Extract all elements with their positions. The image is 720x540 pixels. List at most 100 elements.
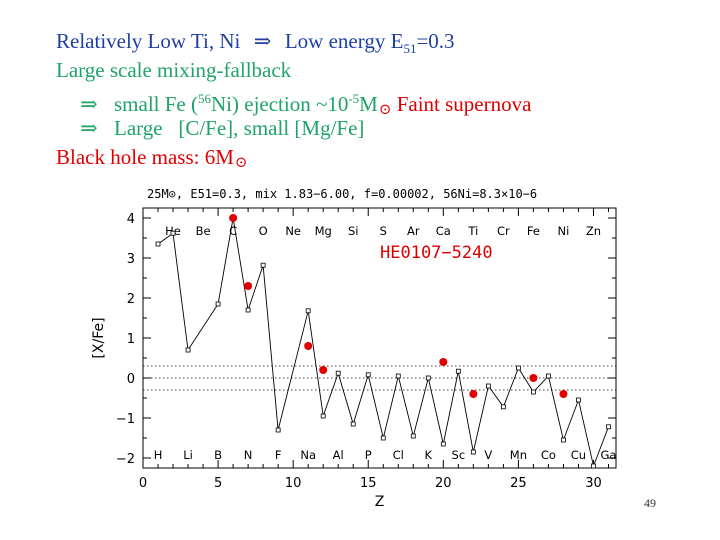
model-point <box>395 373 401 379</box>
sun-symbol-icon: ⊙ <box>234 155 248 171</box>
model-point <box>455 368 461 374</box>
element-label-bottom: V <box>484 448 492 462</box>
y-tick-label: 1 <box>127 332 135 347</box>
model-point <box>170 230 176 236</box>
star-name-annotation: HE0107−5240 <box>380 243 493 263</box>
element-label-bottom: Mn <box>510 448 527 462</box>
y-tick-label: 4 <box>127 212 135 227</box>
y-tick-label: −2 <box>116 452 135 467</box>
model-point <box>561 437 566 443</box>
model-point <box>470 449 476 455</box>
element-label-top: Be <box>196 224 211 238</box>
element-label-top: Zn <box>586 224 601 238</box>
x-tick-label: 15 <box>360 476 377 491</box>
element-label-bottom: N <box>244 448 253 462</box>
element-label-bottom: Ga <box>601 448 617 462</box>
text-low-ti-ni: Relatively Low Ti, Ni <box>56 29 241 53</box>
element-label-bottom: Cl <box>393 448 404 462</box>
text-energy-value: =0.3 <box>416 29 455 53</box>
element-label-bottom: Li <box>183 448 193 462</box>
text-small-fe: small Fe ( <box>114 92 198 116</box>
element-label-top: Ne <box>285 224 301 238</box>
model-point <box>531 389 536 395</box>
element-label-top: Ni <box>558 224 570 238</box>
model-point <box>425 375 431 381</box>
element-label-top: Ti <box>467 224 478 238</box>
element-label-top: Ar <box>407 224 420 238</box>
model-point <box>576 397 581 403</box>
text-mixing-fallback: Large scale mixing-fallback <box>56 58 292 82</box>
model-point <box>440 441 446 447</box>
model-point <box>320 413 326 419</box>
y-tick-label: −1 <box>116 412 135 427</box>
element-label-top: C <box>229 224 237 238</box>
model-point <box>335 370 341 376</box>
model-point <box>185 347 191 353</box>
model-point <box>515 365 521 371</box>
y-tick-label: 3 <box>127 252 135 267</box>
y-axis-label: [X/Fe] <box>91 317 107 358</box>
text-ni-ejection: Ni) ejection ~10 <box>211 92 349 116</box>
observed-point <box>529 374 538 382</box>
x-tick-label: 10 <box>285 476 302 491</box>
line-black-hole-mass: Black hole mass: 6M⊙ <box>56 144 247 176</box>
element-label-bottom: Sc <box>452 448 466 462</box>
model-point <box>305 308 311 314</box>
element-label-top: Si <box>348 224 359 238</box>
element-label-top: O <box>259 224 268 238</box>
chart-title: 25M⊙, E51=0.3, mix 1.83−6.00, f=0.00002,… <box>147 187 537 201</box>
model-point <box>546 373 551 379</box>
observed-point <box>304 342 313 350</box>
model-point <box>245 307 251 313</box>
model-point <box>591 463 596 469</box>
model-point <box>275 427 281 433</box>
observed-point <box>469 390 478 398</box>
observed-point <box>229 214 238 222</box>
text-faint-supernova: Faint supernova <box>396 92 532 116</box>
element-label-top: S <box>380 224 387 238</box>
arrow-icon: ⇒ <box>253 29 272 53</box>
x-tick-label: 5 <box>214 476 222 491</box>
observed-point <box>244 282 253 290</box>
model-point <box>365 372 371 378</box>
element-label-bottom: K <box>425 448 433 462</box>
element-label-top: Mg <box>315 224 332 238</box>
arrow-icon: ⇒ <box>80 92 98 116</box>
line-energy: Relatively Low Ti, Ni ⇒ Low energy E51=0… <box>56 28 455 62</box>
model-point <box>260 262 266 268</box>
page-number: 49 <box>644 496 656 510</box>
element-label-bottom: Na <box>300 448 316 462</box>
text-exponent: -5 <box>348 91 360 106</box>
model-point <box>500 404 506 410</box>
model-point <box>155 241 161 247</box>
line-mixing-fallback: Large scale mixing-fallback <box>56 57 291 83</box>
element-label-bottom: Al <box>333 448 344 462</box>
text-low-energy: Low energy E <box>284 29 404 53</box>
model-point <box>410 433 416 439</box>
text-large-c-fe: Large [C/Fe], small [Mg/Fe] <box>114 116 365 140</box>
element-label-bottom: P <box>365 448 372 462</box>
observed-point <box>559 390 568 398</box>
model-point <box>485 383 491 389</box>
text-msun: M <box>359 92 378 116</box>
element-label-top: Cr <box>497 224 510 238</box>
line-fe-ejection: ⇒ small Fe (56Ni) ejection ~10-5M⊙ Faint … <box>80 86 531 123</box>
element-label-bottom: H <box>154 448 163 462</box>
y-tick-label: 2 <box>127 292 135 307</box>
element-label-bottom: Cu <box>571 448 586 462</box>
model-point <box>350 421 356 427</box>
element-label-top: Ca <box>436 224 451 238</box>
x-tick-label: 20 <box>435 476 452 491</box>
model-point <box>215 301 221 307</box>
text-ni-mass-number: 56 <box>198 91 211 106</box>
observed-point <box>319 366 328 374</box>
element-label-bottom: F <box>275 448 282 462</box>
x-tick-label: 0 <box>139 476 147 491</box>
arrow-icon: ⇒ <box>80 116 98 140</box>
x-tick-label: 25 <box>510 476 527 491</box>
line-abundance-ratios: ⇒ Large [C/Fe], small [Mg/Fe] <box>80 115 364 141</box>
element-label-bottom: B <box>214 448 222 462</box>
x-axis-label: Z <box>375 494 385 510</box>
text-energy-subscript: 51 <box>403 41 417 57</box>
y-tick-label: 0 <box>127 372 135 387</box>
